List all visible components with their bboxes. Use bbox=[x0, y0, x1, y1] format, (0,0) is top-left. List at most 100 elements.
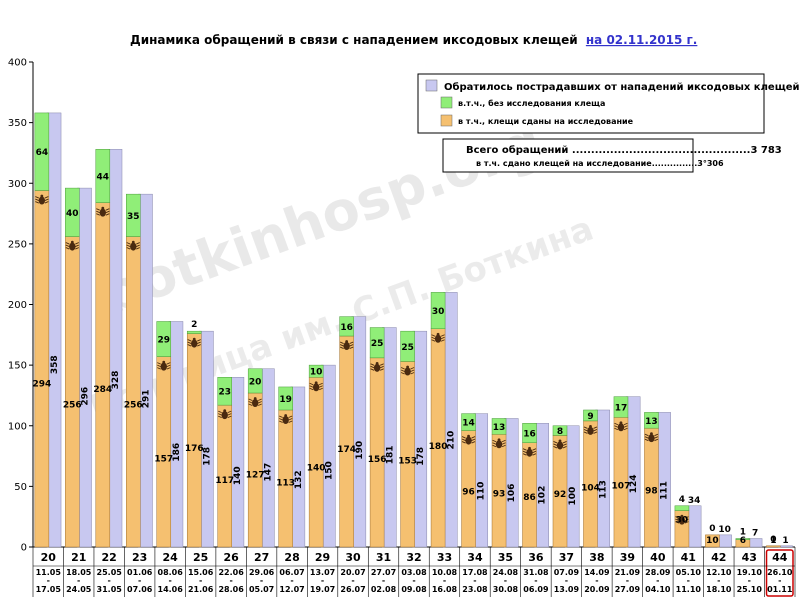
label-total: 210 bbox=[446, 431, 456, 450]
bar-tested bbox=[705, 534, 720, 548]
date-start: 13.07 bbox=[310, 568, 335, 577]
tick-leg bbox=[593, 426, 598, 429]
label-untested: 25 bbox=[401, 343, 414, 353]
week-number: 34 bbox=[467, 551, 483, 564]
tick-body bbox=[617, 423, 625, 432]
y-tick-label: 350 bbox=[8, 118, 27, 129]
chart-title-date[interactable]: на 02.11.2015 г. bbox=[586, 33, 698, 47]
label-total: 186 bbox=[172, 443, 182, 462]
label-total: 34 bbox=[688, 496, 701, 506]
tick-leg bbox=[431, 336, 436, 340]
bar-total bbox=[321, 364, 336, 548]
tick-leg bbox=[654, 433, 659, 437]
bar-total bbox=[503, 418, 519, 548]
date-dash: - bbox=[138, 576, 141, 585]
tick-leg bbox=[370, 363, 375, 366]
tick-body bbox=[373, 363, 381, 372]
date-start: 06.07 bbox=[279, 568, 304, 577]
tick-leg bbox=[440, 336, 445, 340]
date-end: 21.06 bbox=[188, 585, 214, 594]
week-number: 44 bbox=[772, 551, 788, 564]
label-total: 328 bbox=[111, 371, 121, 390]
tick-leg bbox=[227, 415, 232, 419]
tick-leg bbox=[136, 242, 140, 245]
tick-leg bbox=[684, 518, 689, 522]
date-dash: - bbox=[290, 576, 293, 585]
tick-insect-icon bbox=[644, 432, 659, 443]
tick-body bbox=[312, 383, 320, 392]
date-dash: - bbox=[351, 576, 354, 585]
legend-label-total: Обратилось пострадавших от нападений икс… bbox=[444, 81, 800, 93]
label-tested: 93 bbox=[493, 489, 506, 499]
bar-untested bbox=[430, 292, 446, 329]
date-dash: - bbox=[717, 576, 720, 585]
date-end: 01.11 bbox=[767, 585, 793, 594]
tick-body bbox=[587, 426, 594, 435]
tick-leg bbox=[288, 415, 293, 418]
tick-leg bbox=[44, 196, 49, 199]
label-tested: 127 bbox=[246, 471, 265, 481]
tick-leg bbox=[227, 410, 232, 414]
tick-leg bbox=[96, 208, 100, 211]
tick-insect-icon bbox=[553, 439, 567, 450]
label-total: 190 bbox=[355, 441, 365, 460]
week-number: 37 bbox=[559, 551, 574, 564]
date-start: 15.06 bbox=[188, 568, 214, 577]
date-end: 18.10 bbox=[706, 585, 732, 594]
week-number: 38 bbox=[589, 551, 604, 564]
label-tested: 30 bbox=[676, 516, 689, 526]
tick-insect-icon bbox=[614, 421, 628, 432]
bar-total bbox=[747, 538, 763, 548]
date-dash: - bbox=[778, 576, 781, 585]
tick-leg bbox=[562, 446, 567, 449]
tick-insect-icon bbox=[400, 365, 415, 376]
tick-insect-icon bbox=[96, 206, 110, 217]
week-number: 22 bbox=[102, 551, 117, 564]
date-start: 22.06 bbox=[218, 568, 244, 577]
date-end: 12.07 bbox=[279, 585, 304, 594]
tick-body bbox=[69, 242, 76, 251]
legend-swatch-untested bbox=[440, 96, 453, 109]
tick-leg bbox=[553, 441, 558, 444]
legend: Обратилось пострадавших от нападений икс… bbox=[417, 73, 800, 134]
bar-total bbox=[443, 292, 458, 548]
label-total: 140 bbox=[233, 466, 243, 485]
date-start: 08.06 bbox=[158, 568, 184, 577]
label-total: 106 bbox=[507, 484, 517, 503]
label-untested: 44 bbox=[97, 172, 110, 182]
tick-leg bbox=[126, 247, 131, 250]
bar-tested bbox=[400, 361, 415, 548]
date-start: 21.09 bbox=[615, 568, 641, 577]
tick-leg bbox=[105, 210, 110, 214]
tick-leg bbox=[501, 442, 506, 445]
tick-body bbox=[282, 415, 289, 424]
date-end: 16.08 bbox=[432, 585, 458, 594]
label-untested: 0 bbox=[770, 535, 776, 545]
bar-total bbox=[717, 534, 732, 548]
label-tested: 180 bbox=[429, 442, 448, 452]
tick-leg bbox=[166, 367, 171, 370]
week-number: 25 bbox=[193, 551, 208, 564]
tick-leg bbox=[461, 441, 466, 444]
tick-leg bbox=[623, 427, 628, 431]
tick-leg bbox=[339, 344, 344, 347]
tick-head bbox=[680, 514, 684, 518]
week-number: 39 bbox=[620, 551, 635, 564]
tick-insect-icon bbox=[431, 332, 445, 343]
date-end: 20.09 bbox=[584, 585, 610, 594]
tick-body bbox=[404, 367, 411, 376]
bar-untested bbox=[583, 409, 598, 422]
date-dash: - bbox=[473, 576, 476, 585]
tick-leg bbox=[65, 244, 70, 248]
tick-leg bbox=[279, 418, 283, 421]
label-total: 181 bbox=[385, 445, 395, 464]
tick-leg bbox=[96, 210, 100, 214]
tick-leg bbox=[370, 368, 375, 371]
tick-body bbox=[130, 242, 137, 251]
tick-leg bbox=[492, 439, 497, 443]
date-start: 14.09 bbox=[584, 568, 610, 577]
bar-total bbox=[534, 423, 549, 548]
summary-total: Всего обращений ........................… bbox=[466, 144, 782, 156]
tick-body bbox=[495, 440, 503, 449]
